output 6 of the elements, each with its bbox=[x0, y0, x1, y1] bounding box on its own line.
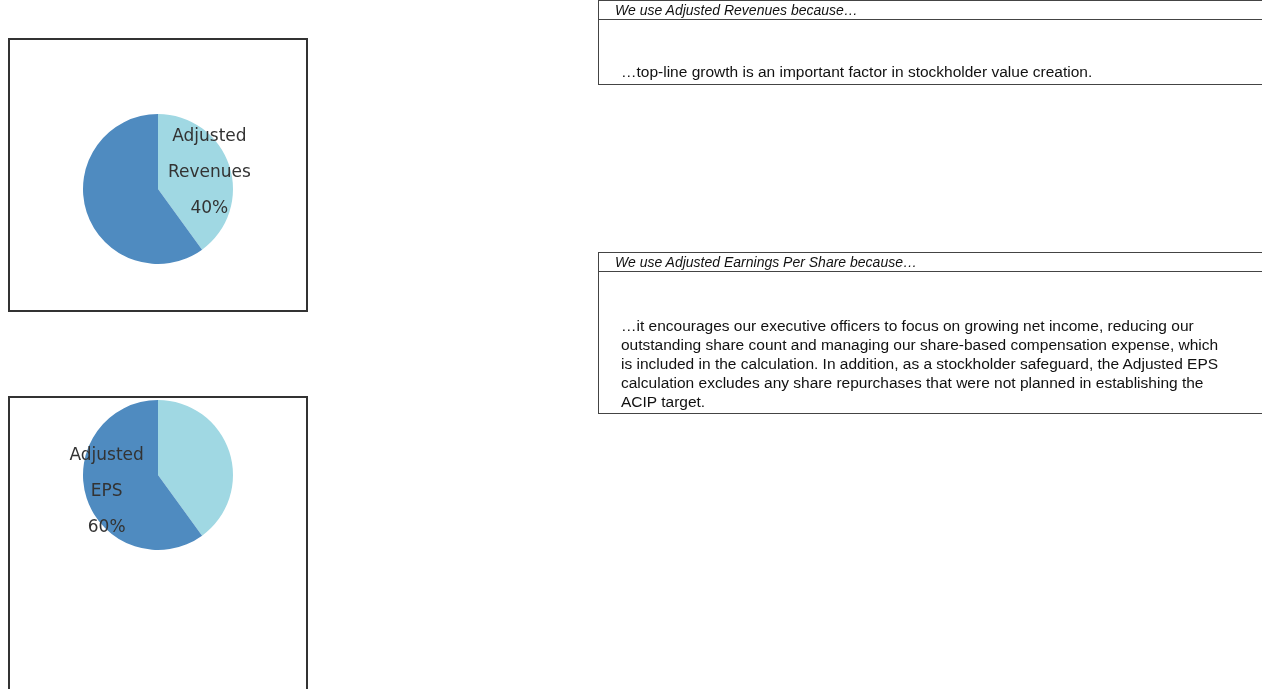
text: …top-line growth is an important factor in stockholder value creation. bbox=[621, 62, 1094, 81]
data-label: 40% bbox=[190, 196, 229, 217]
text: …it encourages our executive officers to focus on growing net income, reducing our outstanding share count and managing our share-based compensation expense, which is included in the calculation. In addition, as a stockholder safeguard, the Adjusted EPS calculation excludes any share repurchases that were not planned in establishing the ACIP target. bbox=[621, 316, 1220, 411]
text: We use Adjusted Revenues because… bbox=[599, 1, 1262, 20]
text: We use Adjusted Earnings Per Share because… bbox=[599, 253, 1262, 272]
slice-label: Adjusted Revenues bbox=[167, 124, 251, 181]
